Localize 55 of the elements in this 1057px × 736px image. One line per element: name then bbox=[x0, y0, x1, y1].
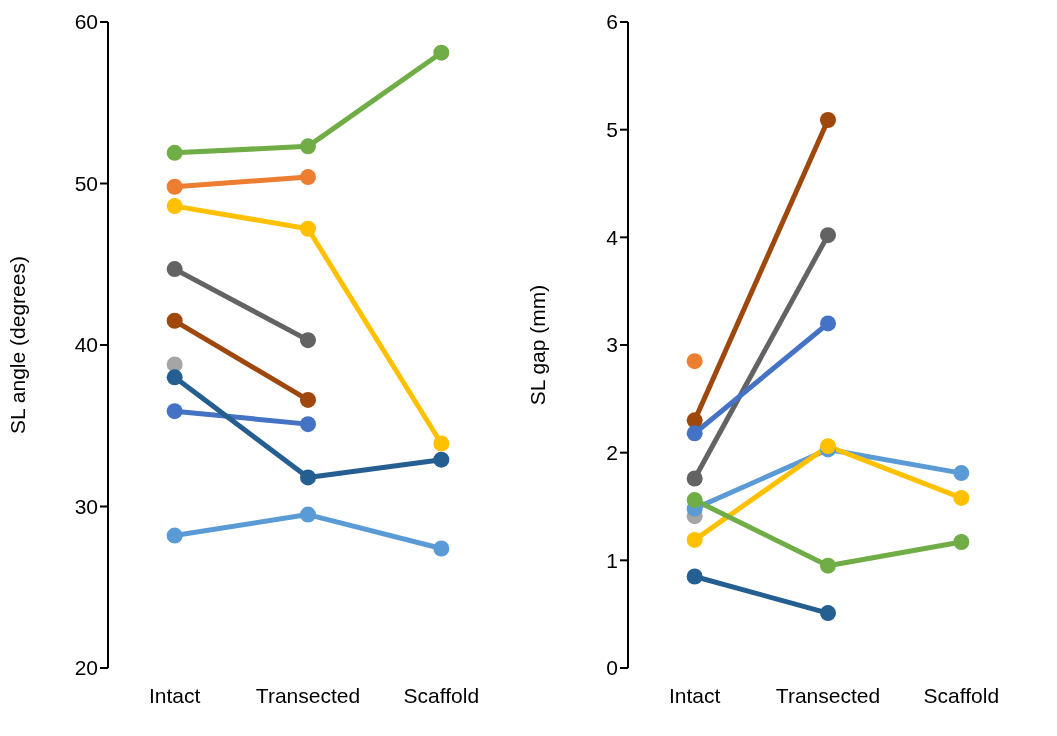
point bbox=[300, 506, 316, 523]
y-tick-label: 60 bbox=[74, 10, 98, 34]
point bbox=[300, 332, 316, 349]
y-tick-label: 5 bbox=[606, 118, 618, 142]
point bbox=[300, 220, 316, 237]
point bbox=[300, 138, 316, 155]
point bbox=[300, 469, 316, 486]
y-tick-label: 0 bbox=[606, 656, 618, 680]
point bbox=[166, 178, 183, 195]
y-tick-label: 50 bbox=[74, 171, 98, 195]
x-tick-label: Transected bbox=[775, 683, 881, 707]
point bbox=[686, 492, 703, 509]
point bbox=[820, 111, 836, 128]
point bbox=[433, 44, 450, 61]
point bbox=[953, 534, 970, 551]
y-tick-label: 30 bbox=[74, 494, 98, 518]
point bbox=[300, 416, 316, 433]
point bbox=[166, 144, 183, 161]
point bbox=[300, 169, 316, 186]
y-tick-label: 3 bbox=[606, 333, 618, 357]
point bbox=[433, 540, 450, 557]
point bbox=[686, 568, 703, 585]
y-tick-label: 6 bbox=[606, 10, 618, 34]
point bbox=[166, 356, 183, 373]
y-tick-label: 1 bbox=[606, 548, 618, 572]
point bbox=[166, 198, 183, 215]
y-tick-label: 2 bbox=[606, 441, 618, 465]
point bbox=[686, 425, 703, 442]
point bbox=[166, 261, 183, 278]
point bbox=[166, 312, 183, 329]
point bbox=[820, 227, 836, 244]
point bbox=[686, 531, 703, 548]
point bbox=[820, 557, 836, 574]
x-tick-label: Scaffold bbox=[923, 683, 1000, 707]
point bbox=[166, 369, 183, 386]
x-tick-label: Intact bbox=[148, 683, 201, 707]
point bbox=[686, 470, 703, 487]
point bbox=[433, 435, 450, 452]
x-tick-label: Intact bbox=[668, 683, 721, 707]
y-axis-title: SL gap (mm) bbox=[526, 284, 550, 406]
point bbox=[820, 605, 836, 622]
y-tick-label: 4 bbox=[606, 225, 619, 249]
point bbox=[820, 315, 836, 332]
point bbox=[166, 527, 183, 544]
point bbox=[953, 489, 970, 506]
point bbox=[300, 391, 316, 408]
y-axis-title: SL angle (degrees) bbox=[6, 256, 30, 434]
point bbox=[686, 353, 703, 370]
y-tick-label: 40 bbox=[74, 333, 98, 357]
point bbox=[953, 465, 970, 482]
point bbox=[433, 451, 450, 468]
x-tick-label: Scaffold bbox=[403, 683, 480, 707]
y-tick-label: 20 bbox=[74, 656, 98, 680]
x-tick-label: Transected bbox=[255, 683, 361, 707]
point bbox=[166, 403, 183, 420]
